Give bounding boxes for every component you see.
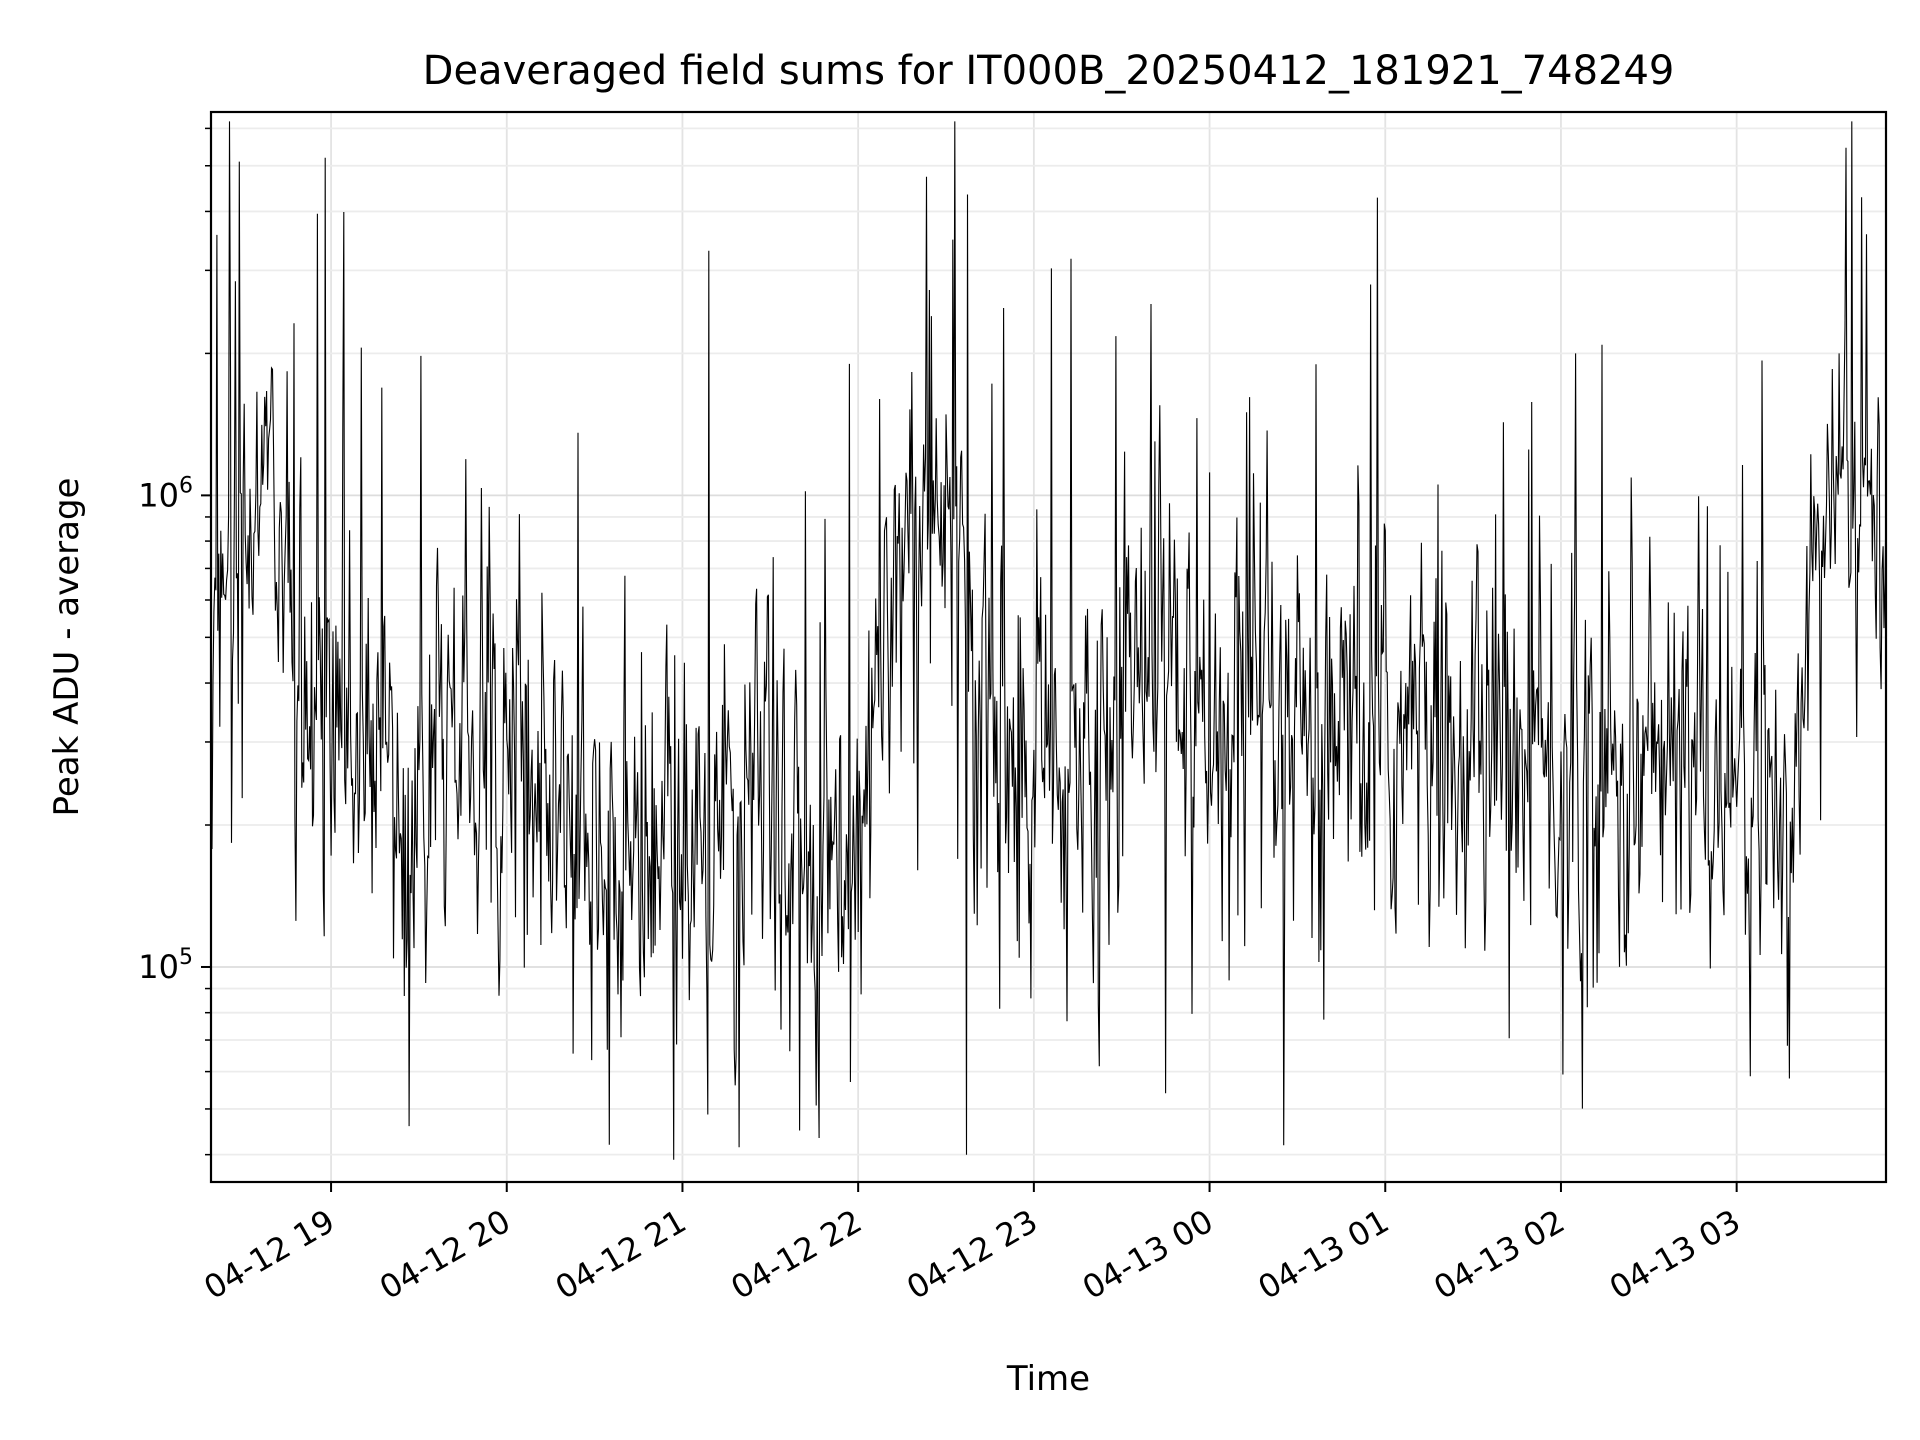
data-layer: [210, 121, 1887, 1160]
y-tick-label: 106: [138, 473, 193, 514]
plot-frame: [209, 110, 1888, 1184]
chart-title: Deaveraged field sums for IT000B_2025041…: [423, 48, 1675, 94]
x-axis-title: Time: [1006, 1359, 1090, 1399]
data-series-line: [210, 121, 1887, 1160]
y-axis-title: Peak ADU - average: [47, 478, 87, 817]
grid-layer: [211, 112, 1886, 1182]
y-tick-label: 105: [138, 945, 193, 986]
